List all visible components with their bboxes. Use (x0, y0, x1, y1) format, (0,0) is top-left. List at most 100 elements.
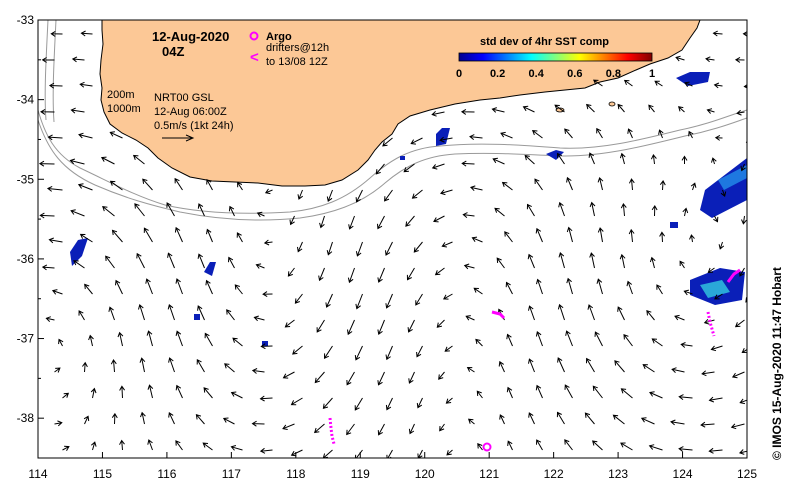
drifter-legend-icon: < (250, 49, 259, 66)
current-arrow (377, 215, 385, 230)
current-arrow (355, 189, 363, 203)
current-arrow (90, 441, 97, 451)
current-arrow (136, 252, 145, 269)
current-arrow (70, 209, 85, 217)
current-arrow (612, 414, 625, 425)
current-arrow (206, 228, 213, 243)
y-tick-label: -38 (17, 411, 35, 425)
current-arrow (739, 267, 745, 277)
current-arrow (119, 439, 125, 451)
current-arrow (445, 397, 453, 404)
current-arrow (556, 411, 565, 425)
current-arrow (505, 281, 513, 295)
current-arrow (230, 445, 243, 451)
current-arrow (711, 157, 717, 165)
current-arrow (504, 231, 513, 243)
current-arrow (403, 163, 415, 173)
current-arrow (132, 154, 145, 165)
current-arrow (255, 263, 265, 269)
current-arrow (323, 345, 333, 359)
current-arrow (642, 364, 655, 373)
current-arrow (416, 345, 423, 358)
current-arrow (77, 183, 93, 191)
current-arrow (623, 79, 633, 87)
current-arrow (290, 449, 303, 457)
current-arrow (461, 160, 475, 167)
current-arrow (646, 309, 655, 321)
y-tick-label: -35 (17, 172, 35, 186)
x-tick-label: 123 (608, 467, 628, 481)
current-arrow (649, 391, 663, 399)
drifter-legend-range: to 13/08 12Z (266, 56, 328, 68)
current-arrow (115, 279, 123, 295)
current-arrow (679, 260, 685, 269)
current-arrow (680, 342, 693, 348)
current-arrow (45, 316, 55, 322)
current-arrow (346, 371, 355, 386)
current-arrow (708, 447, 723, 454)
current-arrow (597, 176, 604, 191)
current-arrow (690, 182, 697, 191)
current-arrow (528, 412, 535, 425)
current-arrow (406, 267, 415, 281)
current-arrow (498, 360, 505, 373)
current-arrow (557, 303, 565, 321)
current-arrow (745, 297, 747, 303)
current-arrow (408, 423, 415, 435)
current-arrow (714, 293, 723, 300)
current-arrow (628, 178, 635, 191)
current-arrow (659, 179, 666, 191)
current-arrow (441, 241, 453, 248)
current-arrow (206, 178, 213, 191)
current-arrow (203, 387, 213, 399)
current-arrow (438, 371, 445, 380)
current-arrow (79, 81, 93, 88)
current-arrow (565, 330, 573, 347)
current-arrow (348, 215, 355, 230)
current-arrow (109, 180, 123, 191)
current-arrow (41, 264, 55, 271)
current-arrow (168, 412, 175, 425)
current-arrow (260, 343, 273, 350)
current-arrow (710, 345, 723, 352)
current-arrow (259, 447, 273, 454)
current-arrow (749, 242, 754, 250)
current-arrow (54, 420, 63, 427)
current-arrow (440, 189, 453, 196)
current-arrow (411, 189, 423, 199)
current-arrow (436, 319, 445, 328)
current-arrow (385, 397, 393, 411)
axes: 114 115 116 117 118 119 120 121 122 123 124 125 -33 -… (17, 13, 758, 481)
current-arrow (318, 267, 325, 282)
current-arrow (48, 82, 63, 89)
current-arrow (138, 303, 145, 321)
current-arrow (475, 338, 483, 347)
current-arrow (656, 284, 663, 295)
current-arrow (88, 334, 94, 347)
current-arrow (251, 420, 265, 427)
current-arrow (741, 347, 747, 354)
current-arrow (619, 152, 626, 165)
sst-patch (670, 222, 678, 228)
current-arrow (683, 289, 693, 296)
current-arrow (659, 231, 666, 243)
current-arrow (314, 371, 325, 384)
current-arrow (476, 390, 483, 399)
current-arrow (197, 203, 205, 217)
current-arrow (566, 176, 573, 191)
drifter-track (328, 417, 336, 445)
current-arrow (556, 152, 565, 165)
current-arrow (491, 107, 505, 113)
colorbar-tick-label: 0.4 (529, 68, 545, 80)
current-arrow (282, 423, 295, 430)
current-arrow (117, 331, 124, 347)
current-arrow (228, 256, 235, 269)
current-arrow (628, 228, 635, 243)
current-arrow (597, 227, 604, 243)
current-arrow (689, 234, 695, 243)
current-arrow (713, 82, 723, 89)
current-arrow (111, 229, 123, 243)
current-arrow (346, 423, 355, 436)
current-arrow (742, 31, 747, 37)
